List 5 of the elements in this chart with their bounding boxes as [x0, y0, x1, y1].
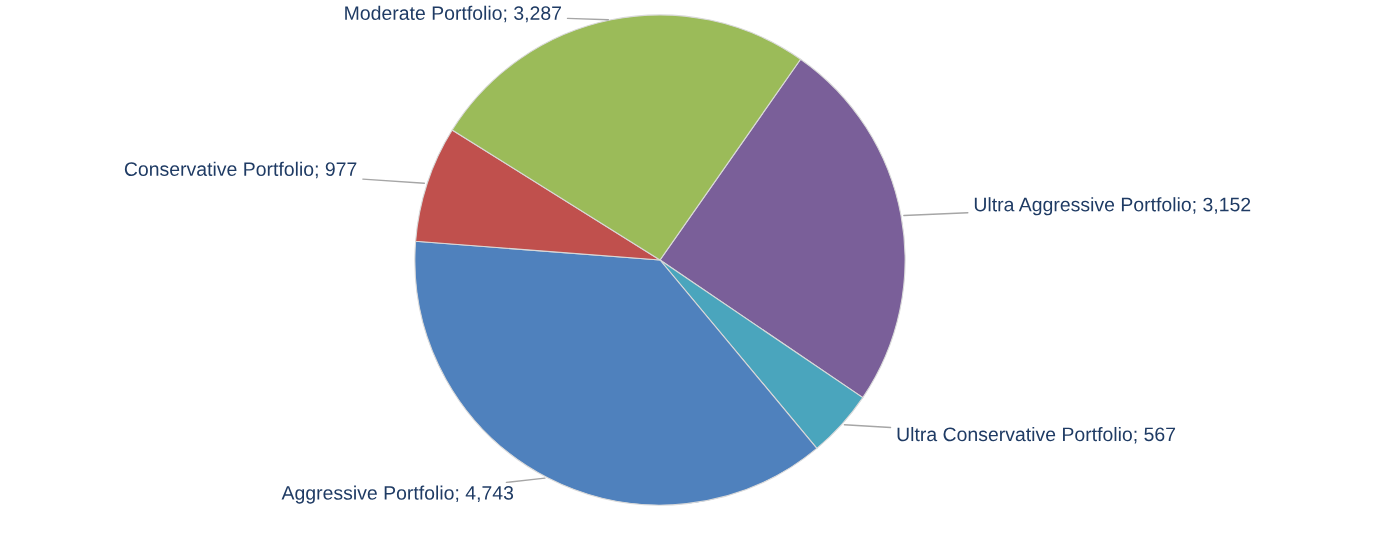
slice-label: Moderate Portfolio; 3,287: [345, 5, 561, 23]
slice-label: Conservative Portfolio; 977: [124, 161, 357, 179]
slice-label: Ultra Aggressive Portfolio; 3,152: [974, 197, 1251, 216]
slice-label: Ultra Conservative Portfolio; 567: [897, 426, 1176, 444]
slice-label: Aggressive Portfolio; 4,743: [281, 485, 514, 504]
